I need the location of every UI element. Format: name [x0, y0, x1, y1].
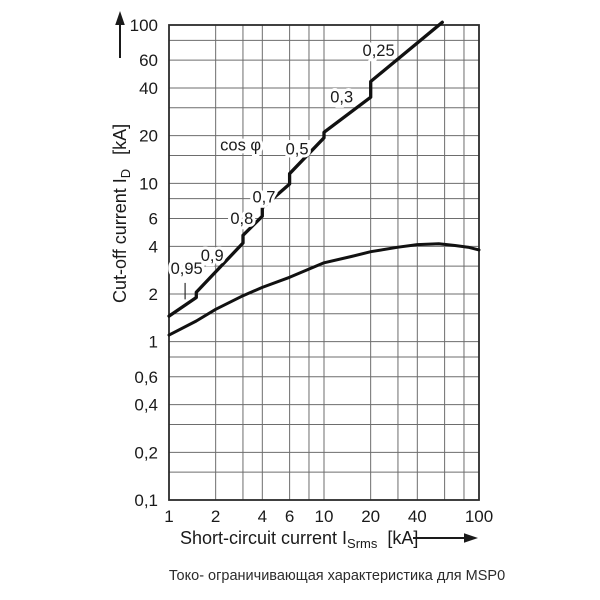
plot-border	[168, 24, 480, 501]
y-tick-label: 0,4	[134, 396, 158, 415]
cos-phi-annotations: cos φ 0,950,9 0,80,7 0,5 0,3 0,25	[168, 39, 398, 281]
let-through-smooth-curve	[167, 242, 481, 337]
y-tick-label: 40	[139, 79, 158, 98]
cos-phi-label: 0,5	[286, 140, 309, 158]
y-tick-label: 4	[149, 237, 158, 256]
y-tick-label: 0,6	[134, 368, 158, 387]
y-tick-label: 0,2	[134, 443, 158, 462]
cos-phi-label: 0,8	[230, 210, 253, 228]
x-tick-label: 100	[465, 507, 493, 526]
x-axis-title: Short-circuit current ISrms [kA]	[180, 528, 418, 551]
data-curves	[167, 20, 481, 337]
y-tick-label: 100	[130, 16, 158, 35]
x-tick-label: 6	[285, 507, 294, 526]
y-tick-label: 6	[149, 209, 158, 228]
cos-phi-stepped-curve	[167, 20, 444, 318]
x-tick-label: 20	[361, 507, 380, 526]
cos-phi-label: 0,7	[253, 188, 276, 206]
y-tick-label: 10	[139, 174, 158, 193]
x-tick-label: 1	[164, 507, 173, 526]
x-tick-label: 4	[258, 507, 267, 526]
x-tick-label: 40	[408, 507, 427, 526]
chart-caption: Токо- ограничивающая характеристика для …	[169, 568, 505, 584]
y-tick-label: 2	[149, 285, 158, 304]
cos-phi-label: 0,3	[330, 89, 353, 107]
y-tick-label: 20	[139, 127, 158, 146]
x-axis-arrow-icon	[413, 533, 478, 543]
cos-phi-label: 0,95	[171, 260, 203, 278]
y-axis-title: Cut-off current ID[kA]	[110, 124, 133, 303]
y-axis-tick-labels: 100 60 40 20 10 6 4 2 1 0,6 0,4 0,2 0,1	[130, 16, 158, 510]
cos-phi-label: 0,25	[363, 42, 395, 60]
y-tick-label: 60	[139, 51, 158, 70]
cos-phi-label: 0,9	[201, 247, 224, 265]
y-tick-label: 0,1	[134, 491, 158, 510]
x-axis-tick-labels: 1 2 4 6 10 20 40 100	[164, 507, 493, 526]
cos-phi-label: cos φ	[220, 136, 261, 154]
y-axis-arrow-icon	[115, 11, 125, 58]
x-tick-label: 10	[315, 507, 334, 526]
y-tick-label: 1	[149, 333, 158, 352]
x-tick-label: 2	[211, 507, 220, 526]
